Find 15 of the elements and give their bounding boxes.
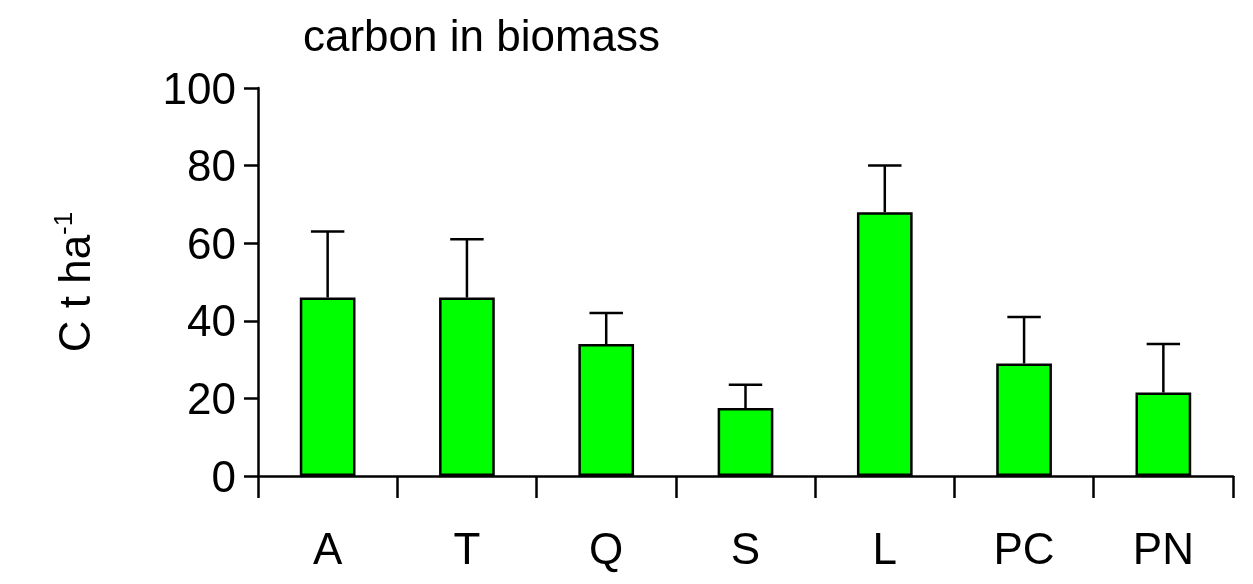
y-tick-label: 0	[211, 451, 236, 501]
x-tick-label: PN	[1132, 523, 1194, 573]
x-tick-label: L	[872, 523, 898, 573]
y-tick-label: 100	[162, 63, 236, 113]
x-tick-label: T	[453, 523, 481, 573]
y-tick-label: 80	[187, 141, 236, 191]
y-tick-label: 60	[187, 218, 236, 268]
x-tick-label: Q	[589, 523, 624, 573]
y-tick-label: 40	[187, 296, 236, 346]
y-tick-label: 20	[187, 373, 236, 423]
y-axis-title: C t ha-1	[48, 211, 99, 353]
x-tick-label: PC	[993, 523, 1055, 573]
chart-title: carbon in biomass	[303, 10, 661, 60]
x-tick-label: S	[730, 523, 761, 573]
x-tick-label: A	[312, 523, 343, 573]
